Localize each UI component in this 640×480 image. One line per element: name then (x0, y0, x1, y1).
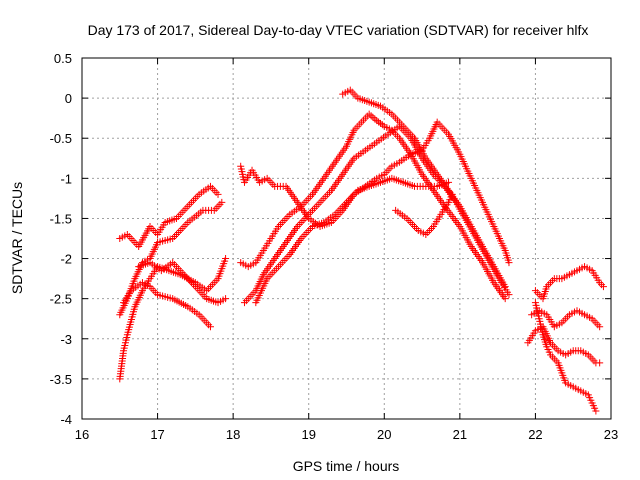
data-point-arc-o (599, 283, 607, 291)
y-tick-label: 0.5 (54, 51, 72, 66)
y-tick-label: -2.5 (50, 292, 72, 307)
data-point-arc-g (501, 295, 509, 303)
y-tick-label: -0.5 (50, 131, 72, 146)
axis-ticks: 16 17 18 19 20 21 22 23 -4 -3.5 -3 -2.5 -2 -1.5 -1 -0.5… (50, 51, 619, 442)
data-point-arc-k (448, 190, 456, 198)
y-tick-label: -3.5 (50, 372, 72, 387)
y-tick-label: -2 (60, 252, 72, 267)
x-tick-label: 16 (75, 427, 89, 442)
data-point-arc-d (206, 323, 214, 331)
x-tick-label: 22 (528, 427, 542, 442)
data-points (116, 86, 607, 415)
data-point-arc-c (222, 255, 230, 263)
grid (82, 58, 611, 419)
chart-title: Day 173 of 2017, Sidereal Day-to-day VTE… (88, 22, 589, 38)
data-point-arc-n (596, 323, 604, 331)
y-axis-label: SDTVAR / TECUs (9, 182, 25, 294)
x-tick-label: 18 (226, 427, 240, 442)
data-point-arc-h (505, 291, 513, 299)
y-tick-label: -1.5 (50, 211, 72, 226)
y-tick-label: -4 (60, 412, 72, 427)
y-tick-label: -1 (60, 171, 72, 186)
x-tick-label: 19 (301, 427, 315, 442)
plot-frame (81, 57, 612, 420)
x-axis-label: GPS time / hours (293, 458, 400, 474)
data-point-arc-f (505, 259, 513, 267)
data-point-arc-j (501, 283, 509, 291)
x-tick-label: 20 (377, 427, 391, 442)
y-tick-label: 0 (65, 91, 72, 106)
data-point-arc-a (214, 190, 222, 198)
data-point-arc-g (371, 115, 379, 123)
data-point-arc-m (596, 359, 604, 367)
x-tick-label: 21 (453, 427, 467, 442)
data-point-arc-l (592, 407, 600, 415)
data-point-arc-g (369, 113, 377, 121)
y-tick-label: -3 (60, 332, 72, 347)
data-point-arc-b (218, 198, 226, 206)
x-tick-label: 23 (604, 427, 618, 442)
data-point-arc-e (222, 295, 230, 303)
x-tick-label: 17 (150, 427, 164, 442)
